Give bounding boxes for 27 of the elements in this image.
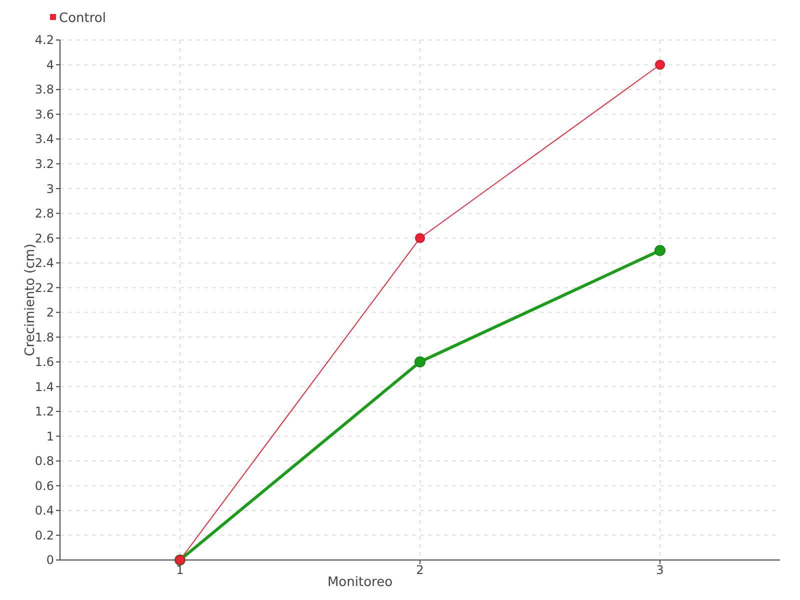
x-tick-label: 3	[656, 563, 664, 577]
y-tick-label: 2.6	[34, 231, 54, 246]
y-tick-label: 0.4	[34, 504, 54, 518]
y-tick-label: 3.2	[34, 157, 54, 172]
x-axis-title: Monitoreo	[327, 575, 393, 590]
y-tick-label: 1.8	[34, 330, 54, 344]
y-tick-label: 0.2	[34, 528, 54, 542]
y-tick-label: 0	[46, 553, 54, 568]
y-tick-label: 2	[46, 306, 54, 320]
y-tick-label: 1.2	[34, 404, 54, 419]
y-tick-label: 1	[46, 429, 54, 444]
y-tick-label: 4	[46, 58, 54, 72]
x-tick-label: 2	[416, 563, 424, 577]
y-tick-label: 2.4	[34, 256, 54, 270]
y-tick-label: 2.2	[34, 280, 54, 295]
y-tick-label: 3.4	[34, 132, 54, 146]
y-tick-label: 1.4	[34, 380, 54, 394]
y-tick-label: 3.6	[34, 107, 54, 122]
y-tick-label: 2.8	[34, 206, 54, 221]
y-tick-label: 4.2	[34, 33, 54, 48]
y-tick-label: 3.8	[34, 82, 54, 97]
y-tick-label: 3	[46, 182, 54, 196]
y-tick-label: 0.8	[34, 454, 54, 468]
x-tick-label: 1	[176, 563, 184, 577]
legend-label: Control	[59, 11, 106, 26]
y-tick-label: 1.6	[34, 355, 54, 370]
y-tick-label: 0.6	[34, 478, 54, 493]
